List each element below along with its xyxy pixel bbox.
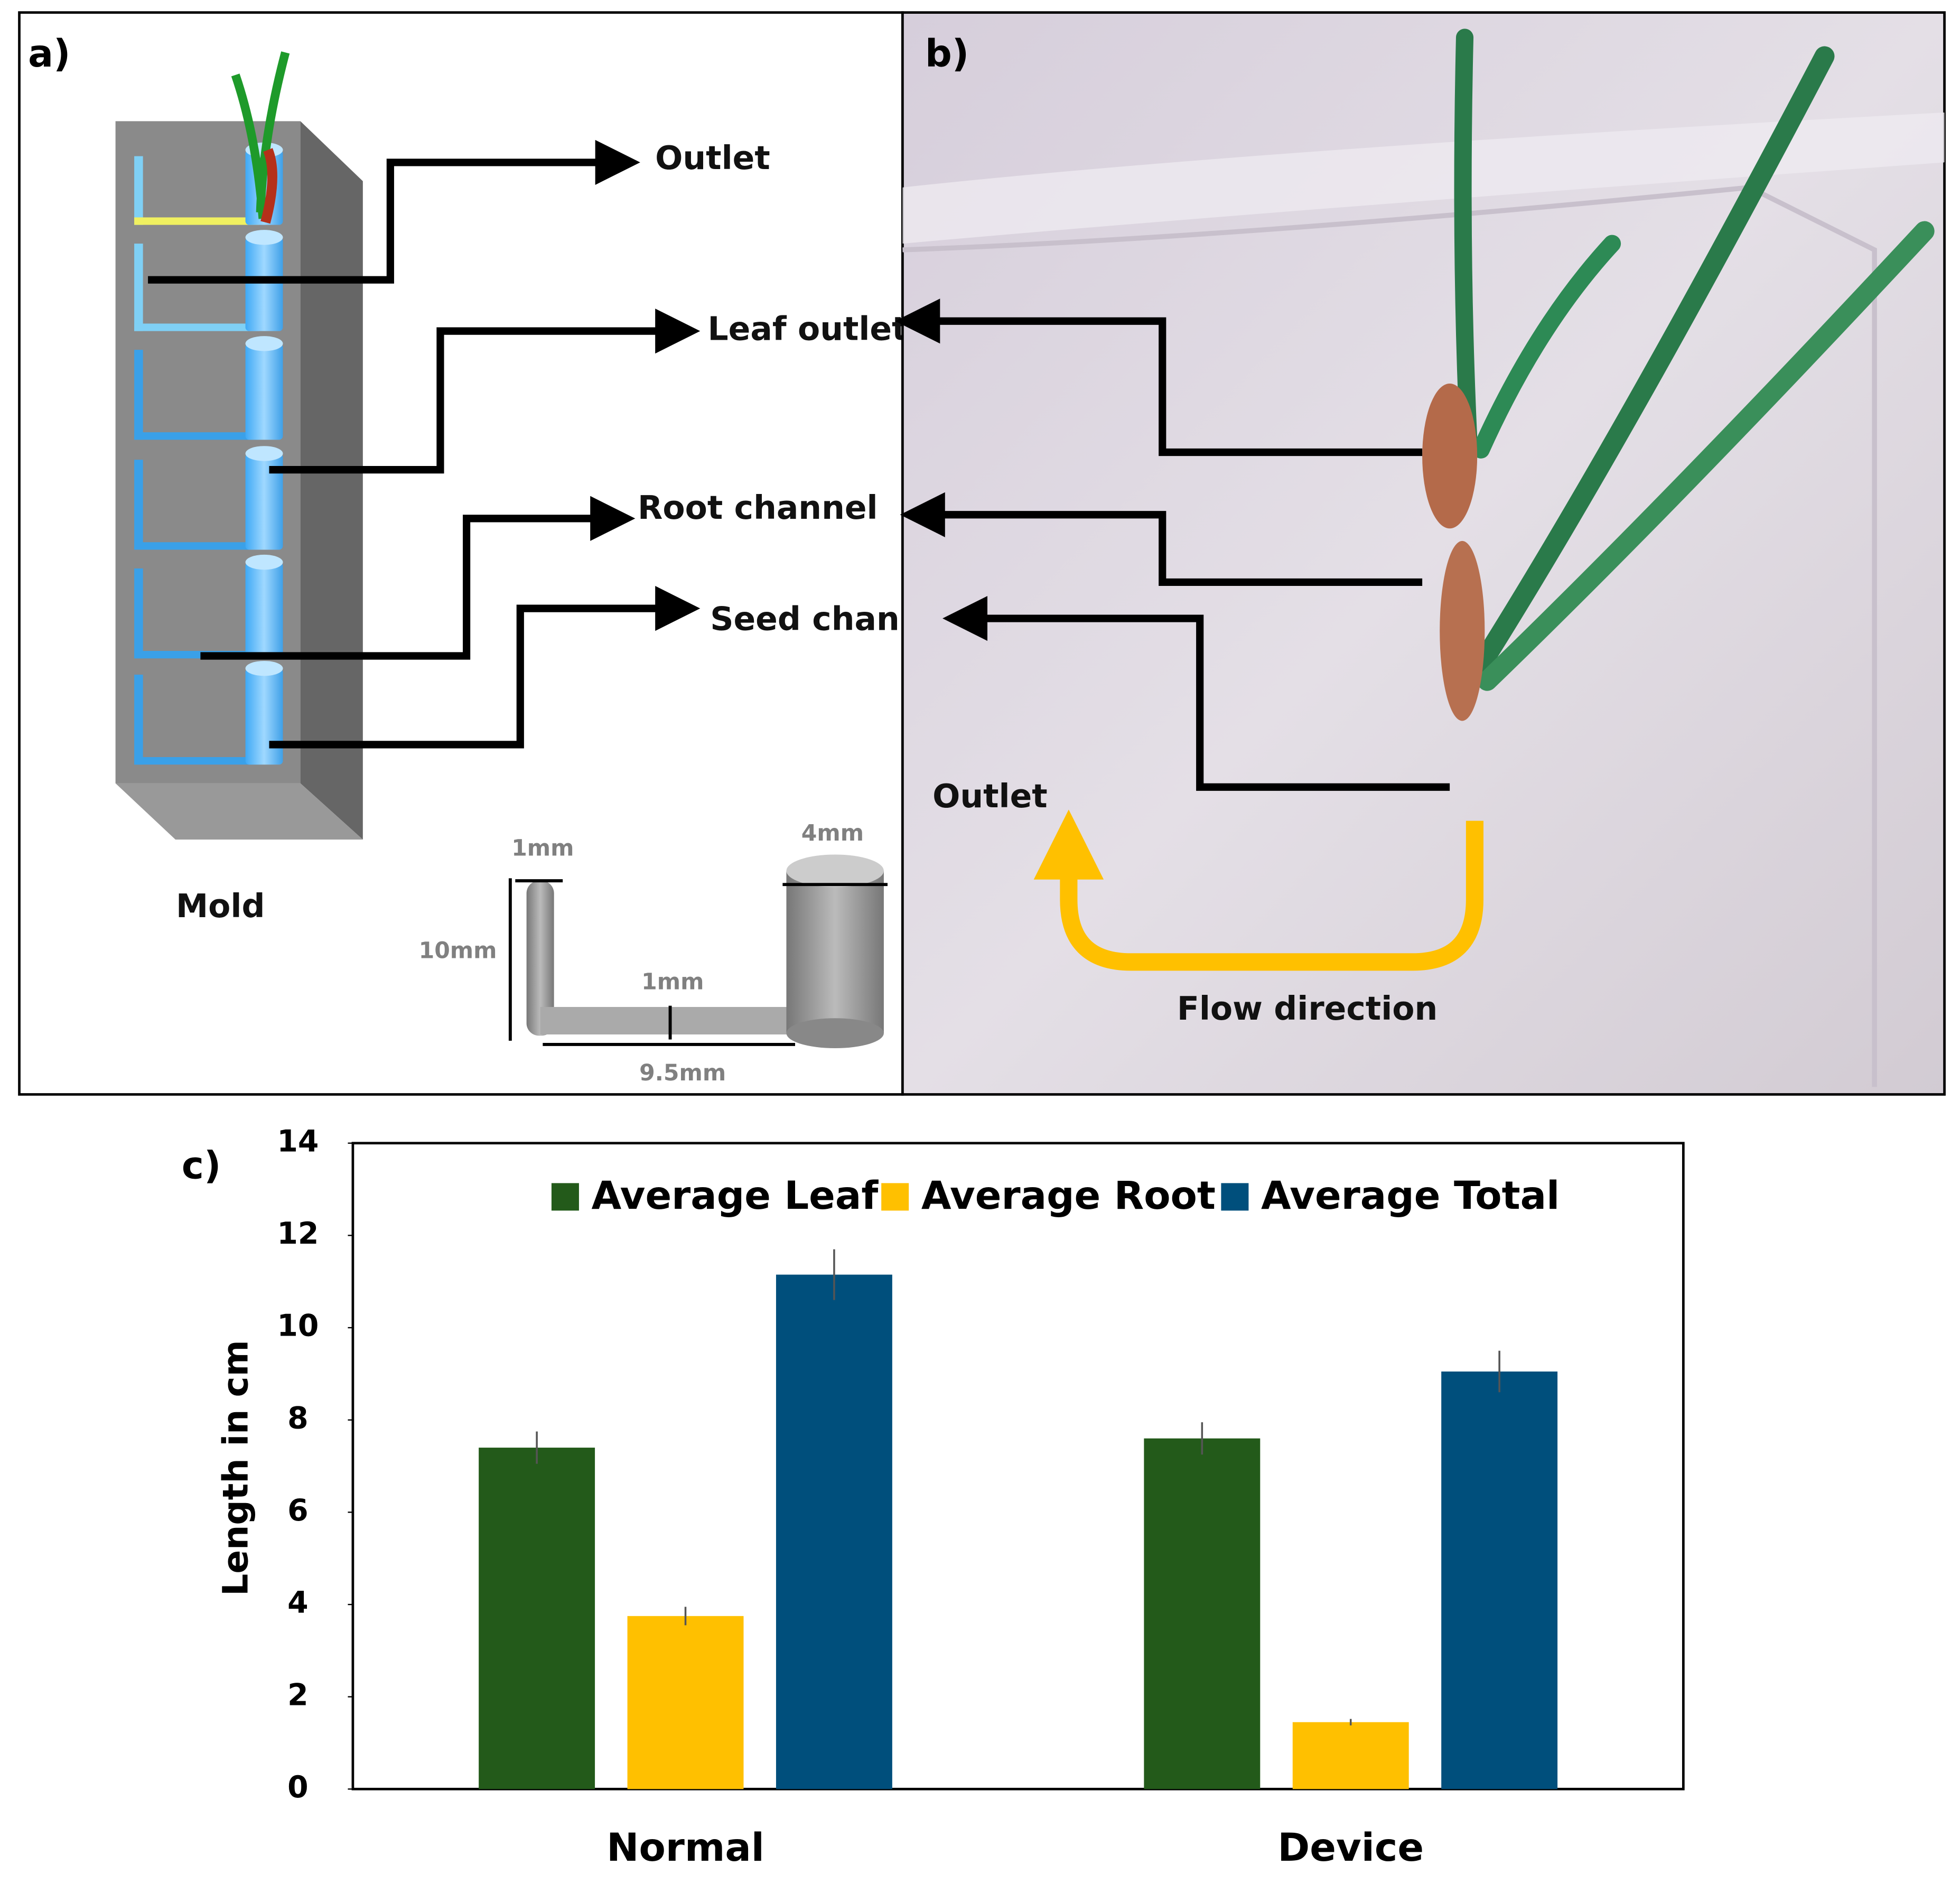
caption: Mold bbox=[176, 888, 265, 925]
channel-rod bbox=[134, 568, 143, 659]
seed bbox=[1422, 383, 1478, 529]
callout-arrow bbox=[895, 299, 1423, 456]
callout-arrow bbox=[269, 586, 701, 749]
callout: Outlet bbox=[655, 139, 770, 177]
callout-arrow bbox=[942, 595, 1450, 791]
y-axis-title: Length in cm bbox=[215, 1340, 256, 1596]
channel-rod bbox=[134, 460, 143, 550]
callout: Leaf outlet bbox=[707, 311, 907, 348]
legend-label: Average Leaf bbox=[592, 1173, 879, 1218]
channel-floor bbox=[134, 432, 259, 440]
legend-swatch bbox=[551, 1183, 579, 1211]
panel-label: c) bbox=[182, 1144, 221, 1188]
bar bbox=[1144, 1438, 1261, 1789]
callout-arrow bbox=[900, 492, 1423, 586]
bar bbox=[1292, 1722, 1409, 1789]
panel-label: b) bbox=[925, 32, 969, 76]
channel-cylinder-top bbox=[245, 446, 283, 461]
channel-floor bbox=[134, 542, 259, 550]
y-tick-label: 14 bbox=[277, 1124, 319, 1159]
bar bbox=[1441, 1371, 1558, 1789]
sketch-rod bbox=[526, 881, 554, 1036]
seed bbox=[260, 148, 277, 224]
channel-rod bbox=[134, 156, 143, 225]
dimension: 1mm bbox=[641, 969, 704, 995]
panel-a: a) Outlet Leaf outlet Root channel Seed … bbox=[18, 11, 956, 1096]
channel-cylinder-top bbox=[245, 554, 283, 570]
plot-frame bbox=[351, 1142, 1685, 1790]
y-tick-label: 10 bbox=[277, 1309, 319, 1344]
channel-floor bbox=[134, 323, 259, 331]
flow-arrow bbox=[1033, 809, 1483, 971]
channel-cylinder bbox=[245, 668, 283, 765]
photo-edge bbox=[902, 184, 1877, 1087]
bar bbox=[479, 1448, 595, 1789]
mold-side bbox=[300, 121, 363, 840]
sketch-channel bbox=[540, 1006, 797, 1034]
panel-b: b) Outlet Flow direction bbox=[895, 11, 1946, 1096]
annotation: Flow direction bbox=[1177, 990, 1438, 1028]
channel-rod bbox=[134, 244, 143, 331]
legend-swatch bbox=[881, 1183, 909, 1211]
channel-floor bbox=[134, 757, 259, 765]
dimension: 4mm bbox=[801, 820, 864, 846]
bar bbox=[627, 1616, 744, 1789]
sketch-cylinder bbox=[786, 854, 884, 887]
dimension: 10mm bbox=[419, 937, 497, 964]
seed bbox=[1440, 540, 1485, 721]
channel-cylinder bbox=[245, 453, 283, 550]
x-tick-label: Normal bbox=[606, 1825, 764, 1870]
photo-highlight bbox=[902, 112, 1945, 244]
mold-bottom bbox=[115, 783, 363, 840]
y-tick-label: 12 bbox=[277, 1216, 319, 1251]
panel-label: a) bbox=[28, 32, 70, 76]
x-tick-label: Device bbox=[1277, 1825, 1424, 1870]
channel-cylinder-top bbox=[245, 336, 283, 351]
callout-arrow bbox=[148, 139, 640, 284]
channel-rod bbox=[134, 674, 143, 765]
dimension-lines bbox=[508, 878, 888, 1046]
y-tick-label: 4 bbox=[287, 1585, 309, 1620]
channel-cylinder bbox=[245, 562, 283, 659]
sketch-cylinder bbox=[786, 1018, 884, 1049]
y-tick-label: 6 bbox=[287, 1493, 309, 1528]
y-tick-label: 0 bbox=[287, 1770, 309, 1805]
callout-arrow bbox=[200, 496, 636, 660]
channel-cylinder bbox=[245, 237, 283, 331]
dimension: 9.5mm bbox=[639, 1060, 726, 1086]
channel-cylinder-top bbox=[245, 230, 283, 245]
callout-arrow bbox=[269, 309, 701, 474]
channel-cylinder-top bbox=[245, 660, 283, 676]
dimension: 1mm bbox=[511, 835, 574, 862]
bar-chart: c) Length in cm 0 2 4 6 8 10 12 14 Average Leaf A… bbox=[182, 1124, 1685, 1870]
seedlings bbox=[1454, 29, 1935, 691]
callout: Root channel bbox=[638, 489, 878, 527]
channel-floor bbox=[134, 217, 259, 225]
annotation: Outlet bbox=[932, 778, 1048, 815]
y-tick-label: 2 bbox=[287, 1677, 309, 1712]
legend-label: Average Total bbox=[1261, 1173, 1560, 1218]
y-tick-label: 8 bbox=[287, 1401, 309, 1435]
channel-rod bbox=[134, 350, 143, 440]
seedling bbox=[231, 51, 290, 219]
legend-label: Average Root bbox=[921, 1173, 1216, 1218]
legend-swatch bbox=[1221, 1183, 1249, 1211]
bar bbox=[776, 1274, 892, 1789]
channel-cylinder bbox=[245, 343, 283, 440]
sketch-cylinder bbox=[786, 871, 884, 1033]
